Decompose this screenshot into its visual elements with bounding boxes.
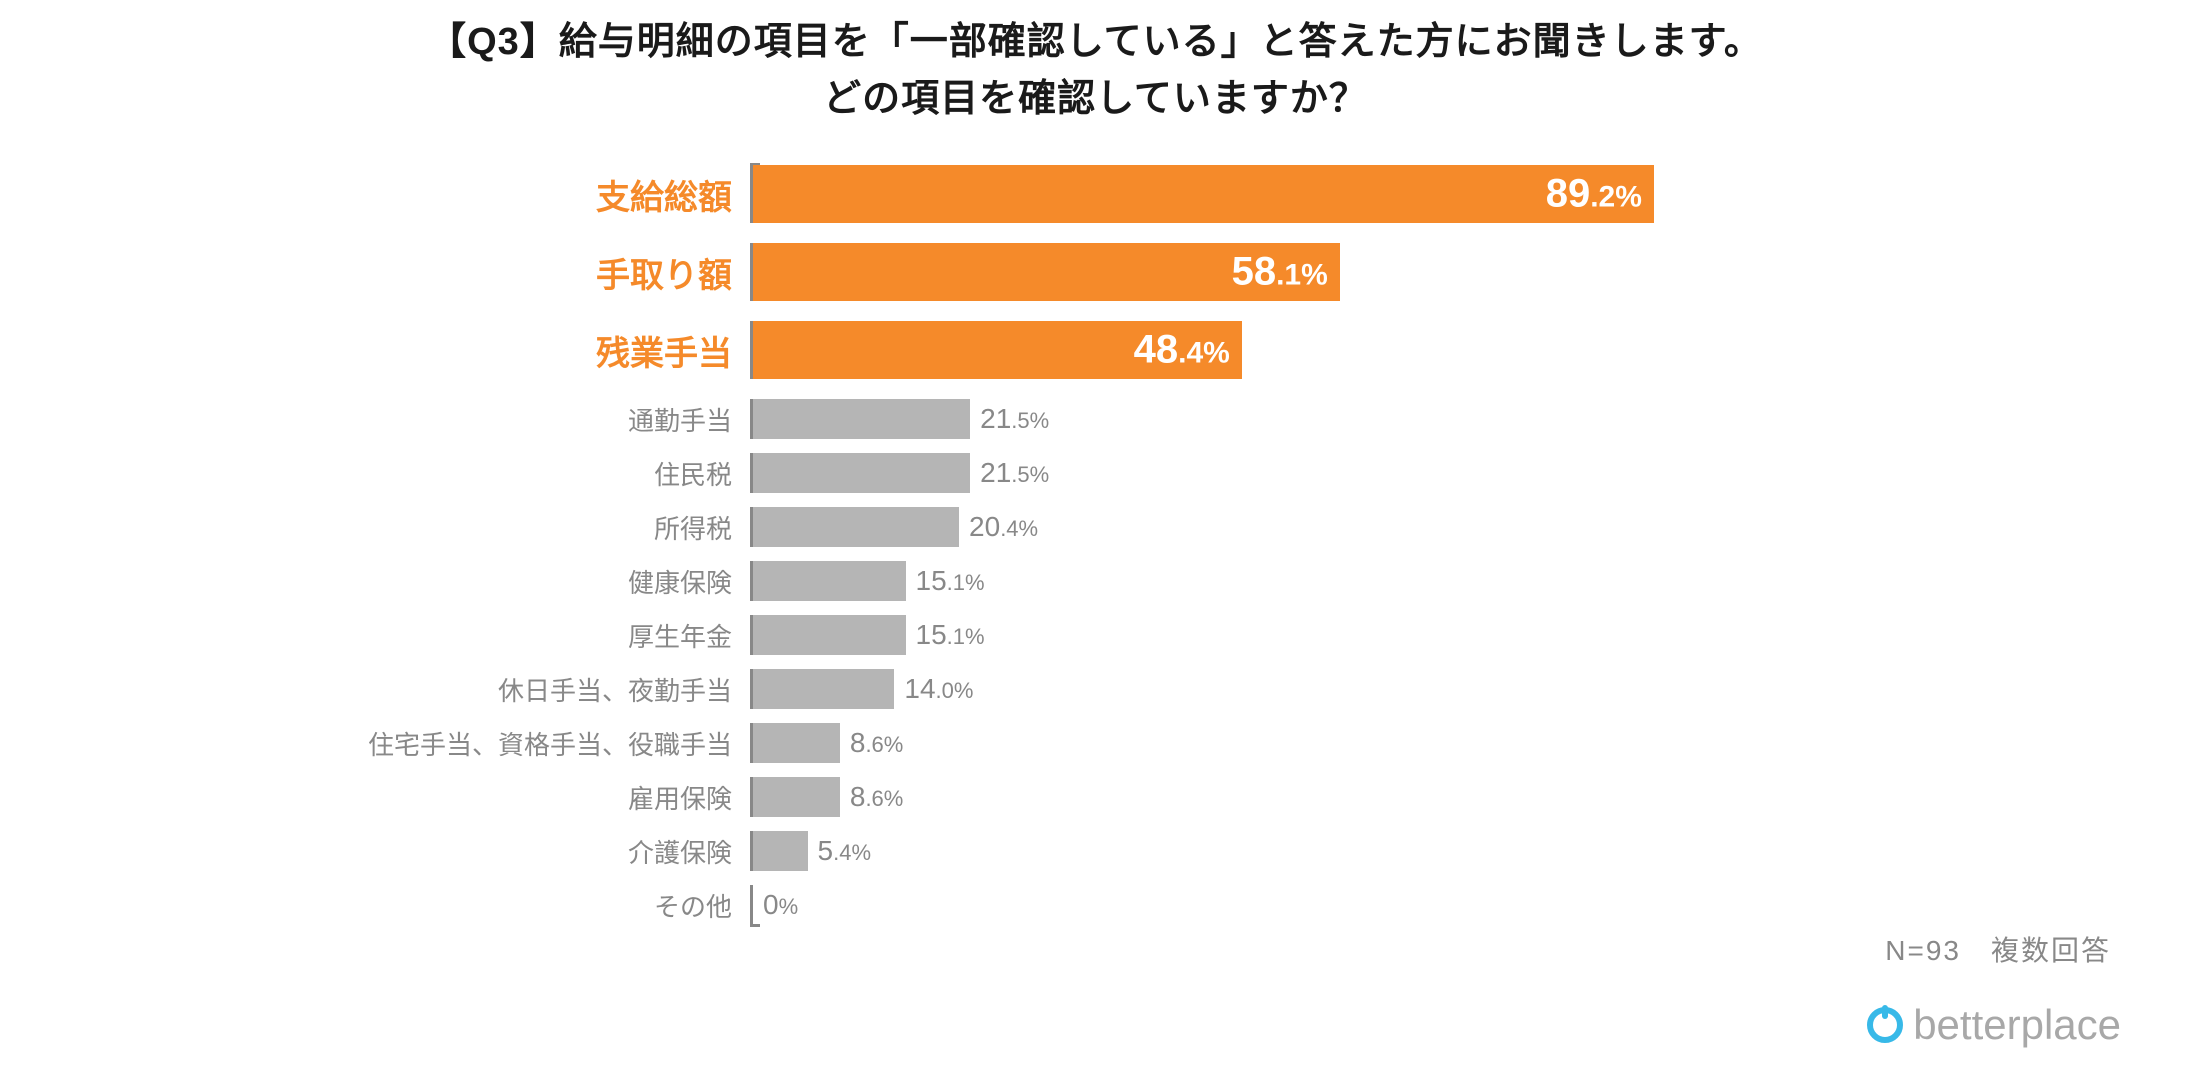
chart-row: 厚生年金 15.1% [270,615,1970,655]
value-label: 14.0% [904,673,973,705]
row-label: 健康保険 [270,563,750,600]
bar-chart: 支給総額 89.2% 手取り額 58.1% 残業手当 48.4% 通勤手当 21.5% 住民税 2… [270,165,1970,925]
bar-track: 5.4% [750,831,1970,871]
value-label: 89.2% [1546,172,1642,217]
sample-note: N=93 複数回答 [1885,929,2111,969]
row-label: 介護保険 [270,833,750,870]
bar [753,561,906,601]
value-label: 5.4% [818,835,872,867]
value-label: 48.4% [1134,328,1230,373]
bar [753,777,840,817]
brand-logo: betterplace [1863,1001,2121,1049]
bar [753,669,894,709]
bar [753,453,970,493]
value-label: 15.1% [916,619,985,651]
title-line-1: 【Q3】給与明細の項目を「一部確認している」と答えた方にお聞きします。 [0,14,2191,71]
row-label: 手取り額 [270,248,750,297]
chart-row: 住民税 21.5% [270,453,1970,493]
brand-text: betterplace [1913,1001,2121,1049]
bar [753,507,959,547]
row-label: 厚生年金 [270,617,750,654]
bar-track: 89.2% [750,165,1970,223]
bar-track: 21.5% [750,453,1970,493]
title-line-2: どの項目を確認していますか？ [0,71,2191,128]
row-label: 通勤手当 [270,401,750,438]
value-label: 15.1% [916,565,985,597]
value-label: 58.1% [1232,250,1328,295]
bar-track: 21.5% [750,399,1970,439]
bar-track: 8.6% [750,777,1970,817]
chart-row: 雇用保険 8.6% [270,777,1970,817]
bar: 58.1% [753,243,1340,301]
chart-title: 【Q3】給与明細の項目を「一部確認している」と答えた方にお聞きします。 どの項目… [0,0,2191,128]
bar-track: 8.6% [750,723,1970,763]
bar [753,615,906,655]
bar-track: 20.4% [750,507,1970,547]
value-label: 21.5% [980,457,1049,489]
bar-track: 15.1% [750,615,1970,655]
brand-icon [1863,1003,1907,1047]
value-label: 8.6% [850,727,904,759]
bar-track: 0% [750,885,1970,925]
bar: 48.4% [753,321,1242,379]
bar [753,723,840,763]
bar-track: 58.1% [750,243,1970,301]
row-label: 休日手当、夜勤手当 [270,671,750,708]
chart-row: 支給総額 89.2% [270,165,1970,223]
row-label: 所得税 [270,509,750,546]
chart-row: 介護保険 5.4% [270,831,1970,871]
chart-row: 休日手当、夜勤手当 14.0% [270,669,1970,709]
chart-row: 残業手当 48.4% [270,321,1970,379]
row-label: 残業手当 [270,326,750,375]
bar [753,831,808,871]
value-label: 0% [763,889,798,921]
bar: 89.2% [753,165,1654,223]
chart-row: 手取り額 58.1% [270,243,1970,301]
value-label: 20.4% [969,511,1038,543]
row-label: 住宅手当、資格手当、役職手当 [270,725,750,762]
row-label: その他 [270,887,750,924]
row-label: 雇用保険 [270,779,750,816]
bar-track: 14.0% [750,669,1970,709]
bar-track: 48.4% [750,321,1970,379]
chart-row: その他 0% [270,885,1970,925]
value-label: 8.6% [850,781,904,813]
bar-track: 15.1% [750,561,1970,601]
row-label: 支給総額 [270,170,750,219]
bar [753,399,970,439]
chart-row: 所得税 20.4% [270,507,1970,547]
chart-row: 通勤手当 21.5% [270,399,1970,439]
value-label: 21.5% [980,403,1049,435]
chart-row: 住宅手当、資格手当、役職手当 8.6% [270,723,1970,763]
axis-cap-bottom [750,924,760,927]
row-label: 住民税 [270,455,750,492]
chart-row: 健康保険 15.1% [270,561,1970,601]
